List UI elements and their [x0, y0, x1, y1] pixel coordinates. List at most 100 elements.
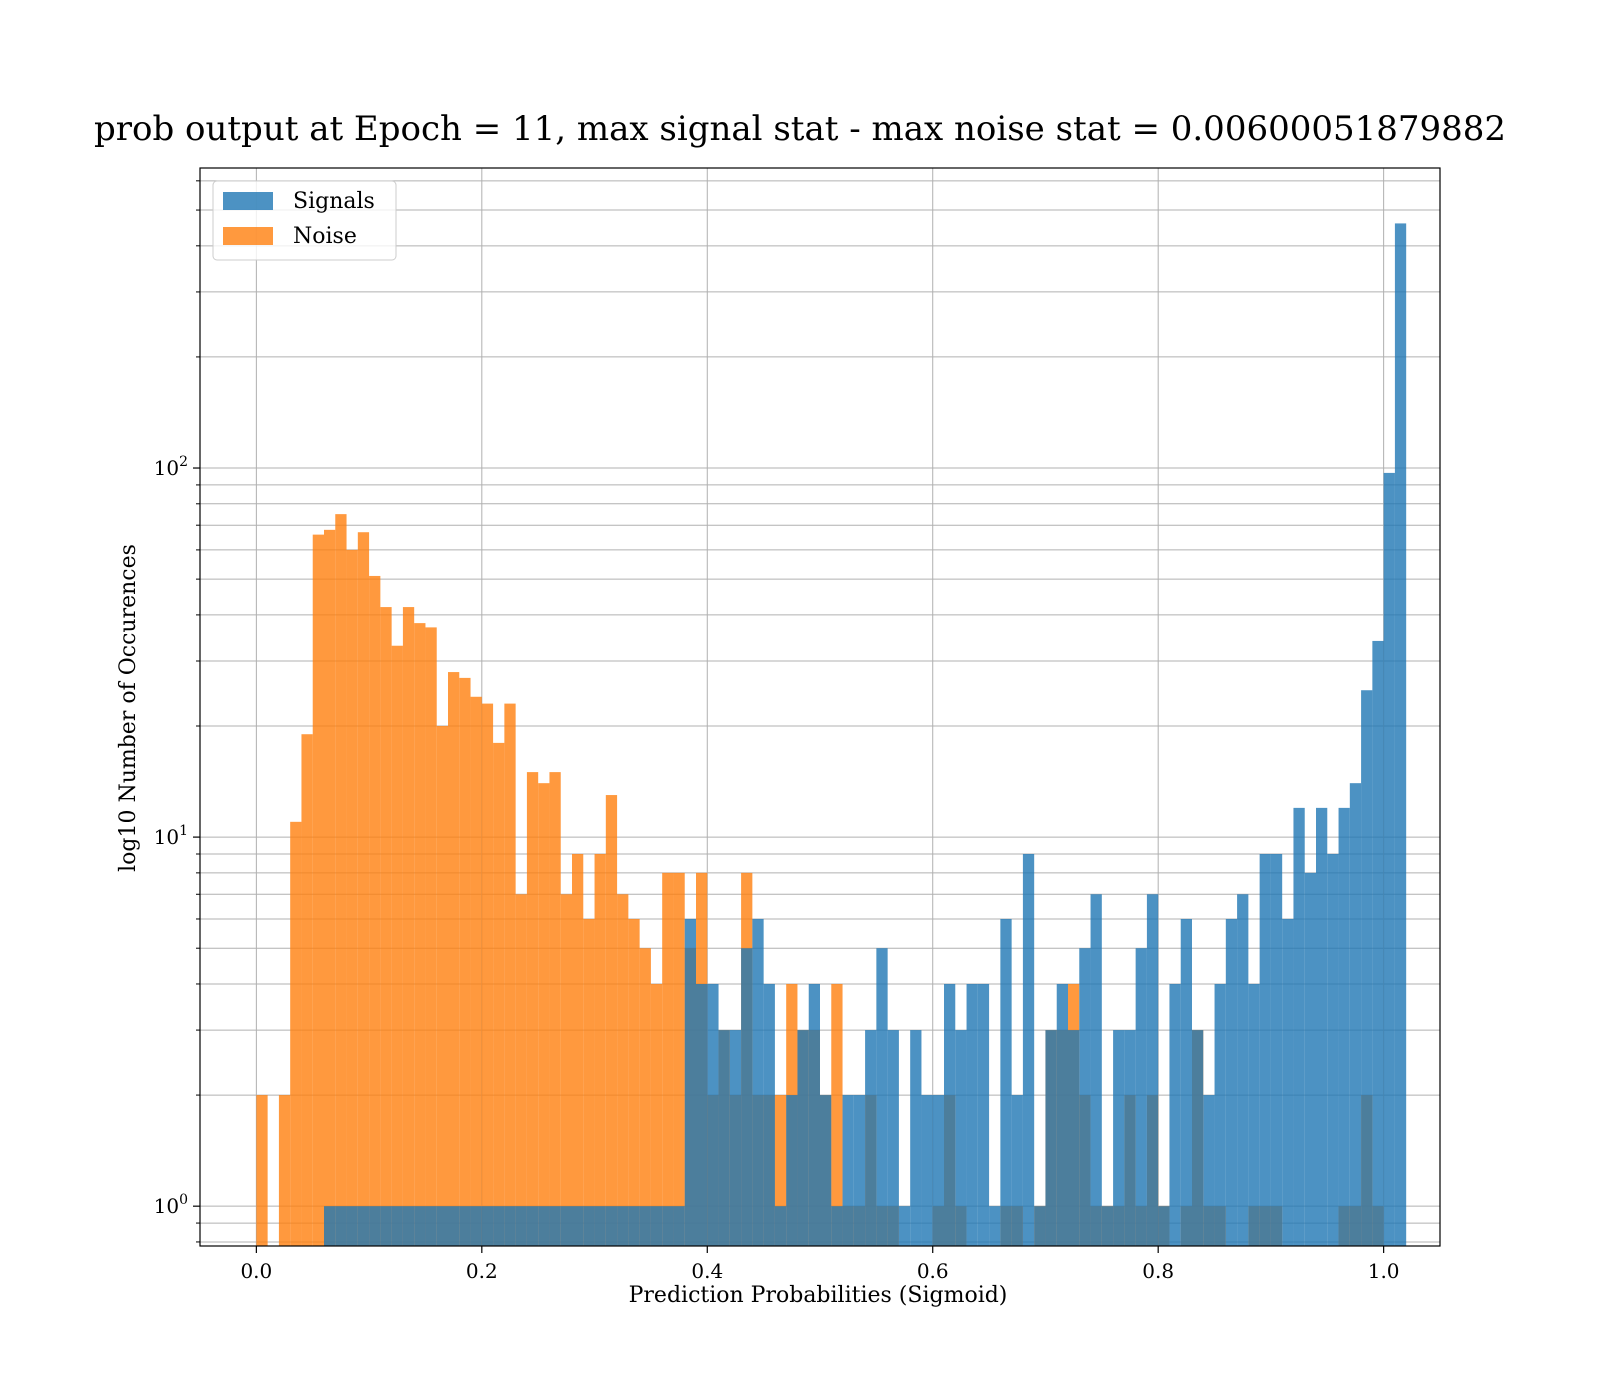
signals-bar: [977, 983, 990, 1246]
signals-bar: [594, 1206, 606, 1246]
y-axis-ticks: 100 101 102: [154, 180, 200, 1243]
signals-bar: [1327, 853, 1339, 1246]
signals-bar: [729, 1030, 742, 1246]
signals-bar: [459, 1206, 471, 1246]
signals-bar: [684, 918, 696, 1246]
signals-bar: [966, 983, 978, 1246]
signals-bar: [369, 1206, 381, 1246]
legend: Signals Noise: [212, 180, 397, 261]
signals-bar: [752, 918, 764, 1246]
signals-bar: [639, 1206, 651, 1246]
noise-bar: [357, 532, 370, 1246]
x-tick-label: 0.8: [1142, 1259, 1174, 1283]
legend-label-signals: Signals: [293, 189, 375, 214]
signals-bar: [797, 1030, 809, 1246]
noise-bar: [831, 983, 843, 1246]
plot-frame: [199, 167, 1441, 1247]
signals-bar: [650, 1206, 663, 1246]
x-tick-label: 1.0: [1368, 1259, 1400, 1283]
signals-bar: [808, 983, 820, 1246]
signals-bar: [493, 1206, 505, 1246]
noise-bar: [515, 894, 527, 1246]
signals-bar: [414, 1206, 426, 1246]
signals-bar: [1237, 894, 1249, 1246]
noise-bar: [774, 1095, 787, 1246]
signals-bar: [741, 948, 753, 1246]
y-axis-label: log10 Number of Occurences: [116, 544, 141, 872]
y-tick-label: 101: [154, 823, 188, 849]
signals-bar: [1045, 1030, 1057, 1246]
noise-bar: [346, 549, 358, 1246]
noise-bar: [538, 783, 550, 1246]
noise-bar: [391, 645, 403, 1246]
noise-bar: [673, 872, 685, 1246]
signals-bar: [696, 983, 708, 1246]
signals-bar: [1180, 918, 1192, 1246]
signals-bar: [820, 1095, 832, 1246]
signals-bar: [572, 1206, 584, 1246]
signals-bar: [1090, 894, 1102, 1246]
noise-bar: [436, 725, 448, 1246]
signals-bar: [1214, 983, 1226, 1246]
signals-bar: [1372, 640, 1384, 1246]
signals-bar: [605, 1206, 618, 1246]
signals-bar: [617, 1206, 629, 1246]
x-tick-label: 0.4: [691, 1259, 723, 1283]
y-tick-label: 102: [154, 454, 188, 480]
signals-bar: [1169, 983, 1181, 1246]
signals-bar: [1192, 1030, 1204, 1246]
x-tick-label: 0.2: [466, 1259, 498, 1283]
signals-bar: [335, 1206, 347, 1246]
signals-bar: [763, 983, 775, 1246]
signals-bar: [1338, 807, 1350, 1246]
signals-bar: [1259, 853, 1271, 1246]
legend-swatch-signals: [223, 192, 273, 210]
signals-bar: [380, 1206, 392, 1246]
signals-bar: [1361, 690, 1373, 1246]
noise-bar: [335, 514, 347, 1246]
signals-bar: [786, 1095, 798, 1246]
signals-bar: [1203, 1095, 1215, 1246]
signals-bar: [1270, 853, 1283, 1246]
signals-bar: [526, 1206, 539, 1246]
legend-label-noise: Noise: [293, 224, 357, 249]
signals-bar: [1124, 1030, 1136, 1246]
signals-bar: [470, 1206, 482, 1246]
noise-bar: [414, 623, 426, 1246]
signals-bar: [662, 1206, 674, 1246]
noise-bar: [380, 607, 392, 1246]
signals-series: [324, 223, 1407, 1247]
signals-bar: [481, 1206, 494, 1246]
signals-bar: [1135, 948, 1147, 1246]
noise-bar: [493, 742, 505, 1246]
signals-bar: [673, 1206, 685, 1246]
signals-bar: [1293, 807, 1305, 1246]
noise-bar: [256, 1095, 268, 1246]
noise-bar: [324, 529, 336, 1246]
signals-bar: [1394, 223, 1407, 1247]
signals-bar: [1068, 1030, 1080, 1246]
signals-bar: [1316, 807, 1328, 1246]
signals-bar: [932, 1095, 944, 1246]
noise-bar: [605, 795, 618, 1246]
legend-swatch-noise: [223, 227, 273, 245]
noise-bar: [572, 853, 584, 1246]
signals-bar: [1146, 894, 1159, 1246]
signals-bar: [1000, 918, 1012, 1246]
signals-bar: [1011, 1095, 1023, 1246]
noise-bar: [402, 607, 415, 1246]
noise-bar: [459, 677, 471, 1246]
signals-bar: [346, 1206, 358, 1246]
signals-bar: [515, 1206, 527, 1246]
noise-bar: [312, 534, 324, 1246]
noise-bar: [481, 703, 494, 1246]
signals-bar: [1304, 872, 1316, 1246]
noise-bar: [301, 734, 313, 1246]
signals-bar: [560, 1206, 572, 1246]
signals-bar: [1113, 1030, 1125, 1246]
signals-bar: [944, 983, 956, 1246]
signals-bar: [1225, 918, 1238, 1246]
signals-bar: [1101, 1206, 1114, 1246]
signals-bar: [583, 1206, 595, 1246]
